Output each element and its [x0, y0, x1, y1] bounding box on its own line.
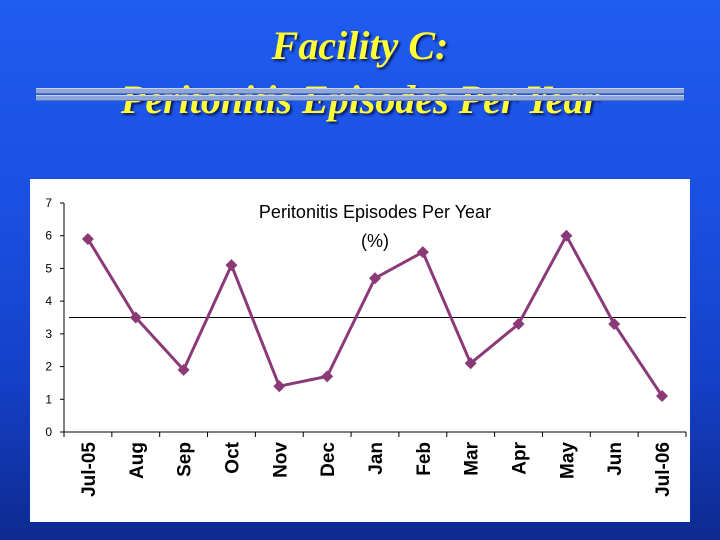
title-underline-bottom — [36, 95, 684, 101]
data-point — [273, 380, 286, 393]
x-tick-label: Feb — [414, 442, 435, 476]
x-tick-label: Jan — [366, 442, 387, 475]
data-point — [464, 357, 477, 370]
data-point — [81, 232, 94, 245]
x-tick-label: Jul-06 — [653, 442, 674, 497]
x-tick-label: Apr — [510, 441, 531, 474]
x-tick-label: Mar — [462, 441, 483, 475]
x-tick-label: Jun — [605, 442, 626, 476]
line-chart: Peritonitis Episodes Per Year (%) 0 1 2 3 4 5… — [45, 196, 687, 497]
data-point — [369, 272, 381, 285]
slide-title-line1: Facility C: — [271, 23, 449, 68]
data-point — [656, 390, 669, 403]
data-point — [416, 246, 429, 259]
chart-title: Peritonitis Episodes Per Year — [259, 202, 491, 222]
y-tick-label: 5 — [45, 261, 52, 275]
y-tick-label: 6 — [45, 229, 52, 243]
x-tick-label: Oct — [222, 441, 243, 473]
y-tick-label: 4 — [45, 294, 52, 308]
chart-panel: Peritonitis Episodes Per Year (%) 0 1 2 3 4 5… — [30, 179, 690, 522]
series-line — [86, 234, 664, 397]
y-tick-label: 7 — [45, 196, 52, 210]
chart-subtitle: (%) — [361, 231, 389, 251]
x-tick-label: Sep — [175, 442, 196, 477]
title-underline-top — [36, 88, 684, 94]
data-point — [177, 363, 190, 376]
x-tick-label: May — [557, 442, 578, 479]
data-point — [512, 318, 525, 331]
data-point — [321, 370, 334, 383]
x-tick-label: Dec — [318, 442, 339, 477]
y-tick-label: 2 — [45, 360, 52, 374]
y-tick-label: 0 — [45, 425, 52, 439]
data-point — [560, 229, 573, 242]
data-point — [608, 318, 621, 331]
y-tick-label: 3 — [45, 327, 52, 341]
y-tick-label: 1 — [45, 392, 52, 406]
x-tick-label: Aug — [127, 442, 148, 479]
data-point — [225, 259, 238, 272]
data-point — [129, 311, 142, 324]
x-tick-label: Jul-05 — [79, 442, 100, 497]
x-tick-label: Nov — [270, 442, 291, 478]
